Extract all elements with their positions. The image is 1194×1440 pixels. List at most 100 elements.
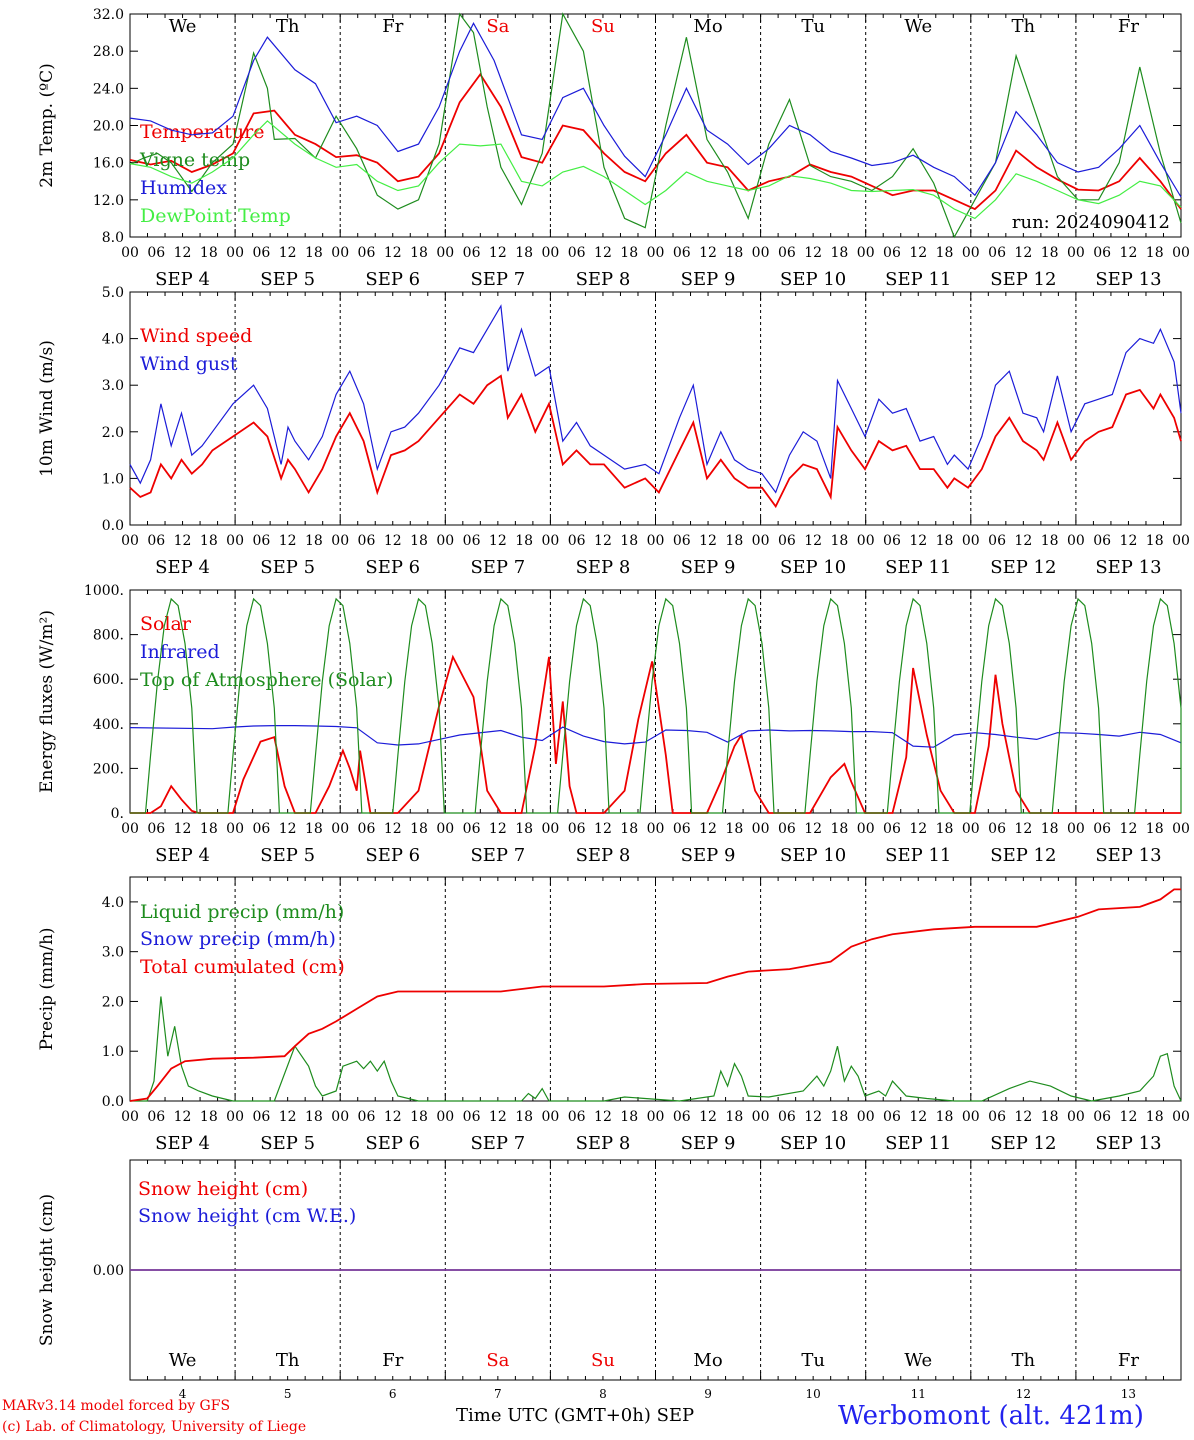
hour-label: 00: [436, 533, 454, 549]
hour-label: 00: [1067, 533, 1085, 549]
hour-label: 18: [936, 821, 954, 837]
hour-label: 00: [541, 1109, 559, 1125]
hour-label: 06: [988, 533, 1006, 549]
y-tick-label: 400.: [93, 717, 124, 733]
y-tick-label: 1.0: [102, 471, 124, 487]
hour-label: 00: [1172, 1109, 1190, 1125]
y-tick-label: 4.0: [102, 895, 124, 911]
weekday-label: Su: [591, 16, 615, 37]
hour-label: 18: [1041, 1109, 1059, 1125]
hour-label: 06: [988, 821, 1006, 837]
hour-label: 00: [647, 245, 665, 261]
hour-label: 18: [936, 245, 954, 261]
y-tick-label: 3.0: [102, 945, 124, 961]
hour-label: 18: [305, 821, 323, 837]
hour-label: 12: [1014, 1109, 1032, 1125]
date-label: SEP 5: [260, 1133, 315, 1154]
date-label: SEP 4: [155, 845, 210, 866]
weekday-label: Fr: [1118, 16, 1139, 37]
hour-label: 00: [752, 245, 770, 261]
day-number: 11: [911, 1387, 926, 1401]
hour-label: 18: [620, 245, 638, 261]
hour-label: 18: [725, 821, 743, 837]
date-label: SEP 7: [470, 557, 525, 578]
hour-label: 18: [831, 821, 849, 837]
day-number: 12: [1016, 1387, 1031, 1401]
day-number: 9: [704, 1387, 712, 1401]
hour-label: 12: [909, 1109, 927, 1125]
y-tick-label: 4.0: [102, 332, 124, 348]
legend-entry: Total cumulated (cm): [140, 956, 345, 978]
legend-entry: Snow height (cm): [138, 1178, 308, 1200]
hour-label: 18: [1146, 533, 1164, 549]
hour-label: 06: [568, 821, 586, 837]
hour-label: 06: [252, 245, 270, 261]
series-line-wind-gust: [129, 304, 1182, 494]
date-label: SEP 12: [990, 269, 1056, 290]
legend-entry: DewPoint Temp: [140, 205, 291, 227]
hour-label: 12: [594, 1109, 612, 1125]
hour-label: 00: [962, 1109, 980, 1125]
hour-label: 06: [883, 821, 901, 837]
y-tick-label: 1.0: [102, 1044, 124, 1060]
date-label: SEP 6: [365, 269, 420, 290]
hour-label: 06: [778, 821, 796, 837]
hour-label: 18: [620, 533, 638, 549]
hour-label: 18: [515, 1109, 533, 1125]
hour-label: 06: [463, 245, 481, 261]
series-line-solar: [130, 654, 1181, 814]
hour-label: 12: [384, 245, 402, 261]
date-label: SEP 10: [780, 269, 846, 290]
hour-label: 12: [489, 1109, 507, 1125]
hour-label: 06: [673, 533, 691, 549]
hour-label: 12: [804, 821, 822, 837]
hour-label: 00: [121, 533, 139, 549]
hour-label: 00: [331, 1109, 349, 1125]
hour-label: 06: [568, 533, 586, 549]
hour-label: 06: [988, 1109, 1006, 1125]
hour-label: 12: [594, 533, 612, 549]
weekday-label: Mo: [693, 1350, 722, 1371]
y-tick-label: 5.0: [102, 285, 124, 301]
date-label: SEP 8: [576, 269, 631, 290]
station-name: Werbomont (alt. 421m): [838, 1401, 1144, 1431]
date-label: SEP 6: [365, 1133, 420, 1154]
weekday-label: We: [169, 1350, 197, 1371]
hour-label: 18: [305, 533, 323, 549]
hour-label: 18: [1041, 533, 1059, 549]
weekday-label: Th: [276, 1350, 300, 1371]
weekday-label: Fr: [382, 16, 403, 37]
hour-label: 18: [831, 533, 849, 549]
legend-entry: Liquid precip (mm/h): [140, 901, 344, 923]
hour-label: 06: [673, 245, 691, 261]
hour-label: 12: [384, 1109, 402, 1125]
hour-label: 00: [226, 533, 244, 549]
hour-label: 00: [436, 821, 454, 837]
lab-credit: (c) Lab. of Climatology, University of L…: [2, 1419, 307, 1435]
hour-label: 12: [804, 533, 822, 549]
weekday-label: Tu: [801, 16, 825, 37]
y-tick-label: 12.0: [93, 193, 124, 209]
weekday-label: Th: [276, 16, 300, 37]
hour-label: 18: [725, 245, 743, 261]
date-label: SEP 9: [681, 269, 736, 290]
y-axis-label: Snow height (cm): [37, 1194, 57, 1346]
weekday-label: We: [904, 16, 932, 37]
hour-label: 06: [1093, 821, 1111, 837]
hour-label: 18: [410, 821, 428, 837]
hour-label: 00: [121, 1109, 139, 1125]
series-line-top-of-atmosphere-solar-: [130, 597, 1182, 814]
hour-label: 12: [699, 821, 717, 837]
hour-label: 18: [410, 533, 428, 549]
hour-label: 00: [1067, 1109, 1085, 1125]
series-line-liquid-precip-mm-h-: [130, 996, 1182, 1102]
weekday-label: Th: [1012, 1350, 1036, 1371]
hour-label: 00: [436, 1109, 454, 1125]
y-tick-label: 0.0: [102, 518, 124, 534]
hour-label: 18: [936, 533, 954, 549]
hour-label: 12: [384, 533, 402, 549]
y-tick-label: 0.: [111, 806, 124, 822]
hour-label: 18: [831, 1109, 849, 1125]
hour-label: 18: [515, 533, 533, 549]
hour-label: 18: [410, 1109, 428, 1125]
